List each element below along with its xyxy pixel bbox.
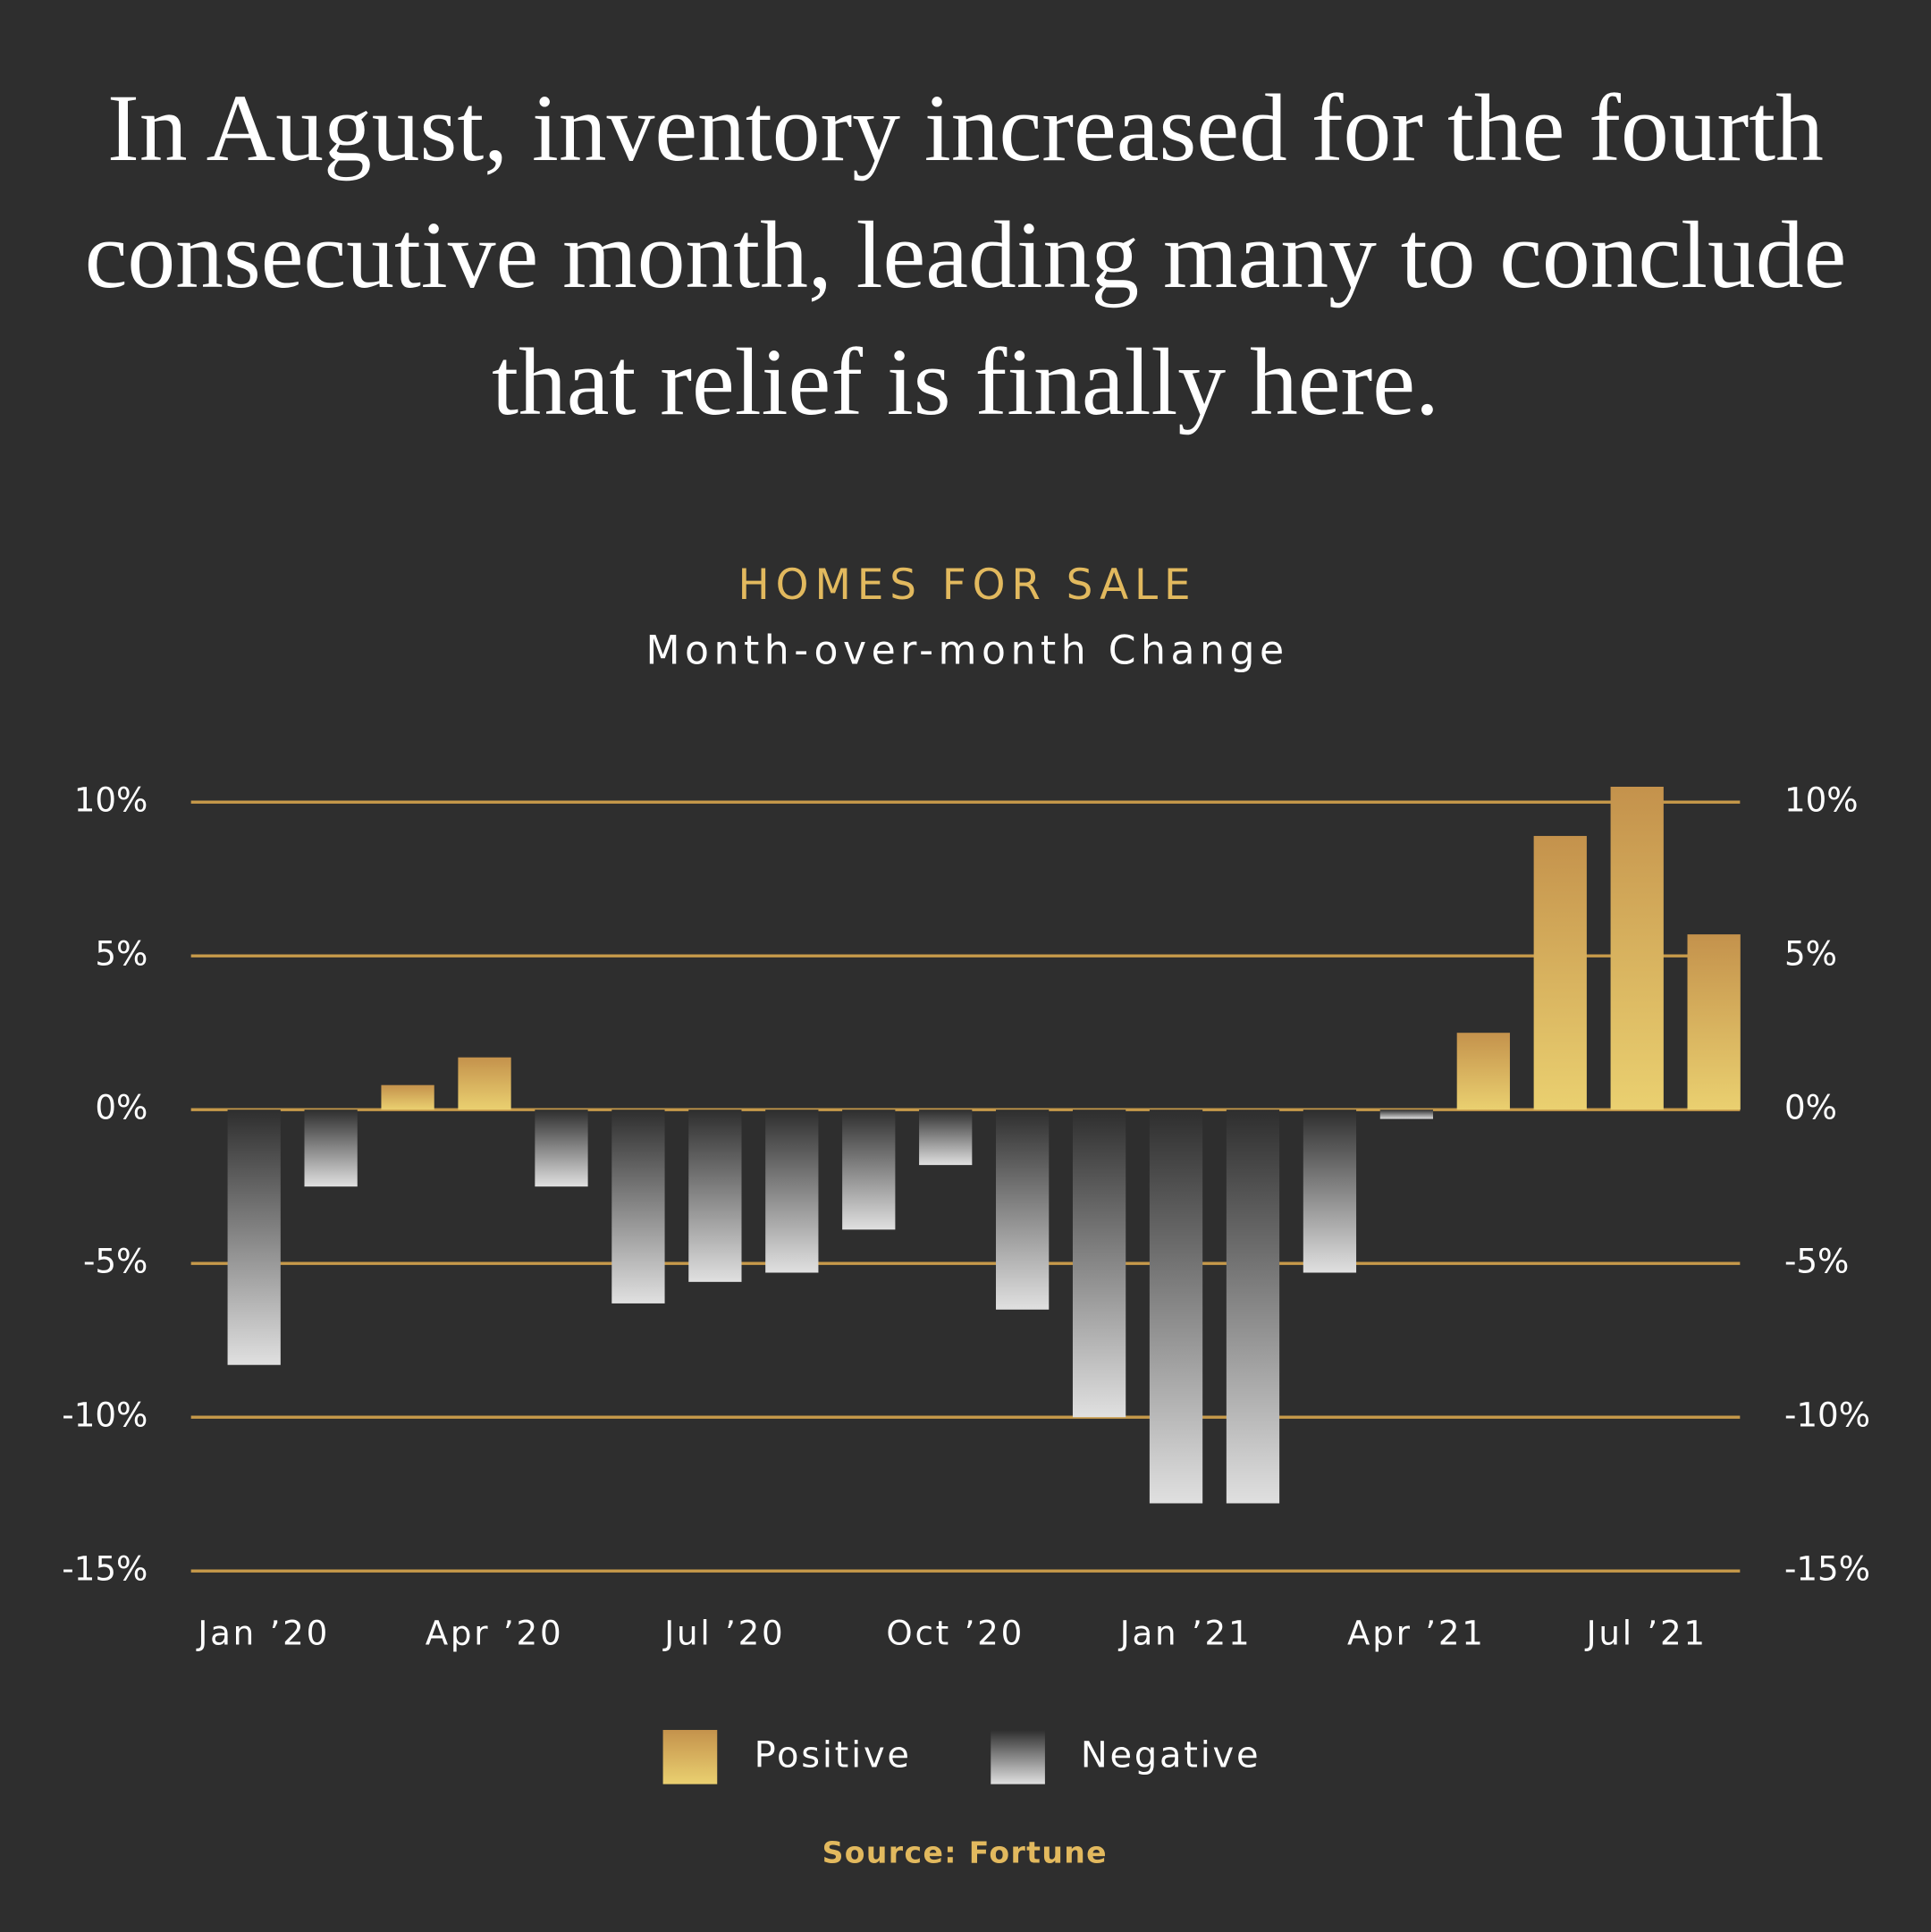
y2-tick-label: 0% (1784, 1088, 1837, 1127)
bar (842, 1109, 896, 1230)
x-tick-label: Jan ’20 (196, 1613, 330, 1652)
chart-title: HOMES FOR SALE (738, 561, 1197, 610)
y-tick-label: 0% (95, 1088, 148, 1127)
x-tick-label: Jul ’21 (1585, 1613, 1708, 1652)
bar (227, 1109, 281, 1365)
x-tick-label: Jul ’20 (662, 1613, 785, 1652)
legend-swatch (991, 1729, 1045, 1784)
bar (765, 1109, 819, 1273)
bar (1456, 1033, 1510, 1110)
y2-tick-label: 10% (1784, 780, 1859, 820)
bar (1149, 1109, 1203, 1504)
bar (381, 1084, 434, 1110)
source: Source: Fortune (822, 1835, 1108, 1870)
y2-tick-label: 5% (1784, 934, 1837, 974)
bar (1303, 1109, 1357, 1273)
bar (1072, 1109, 1126, 1418)
y-tick-label: 10% (74, 780, 148, 820)
bar (1533, 836, 1587, 1110)
bar (535, 1109, 588, 1187)
bar (919, 1109, 973, 1166)
bar (1610, 787, 1664, 1110)
bar (1226, 1109, 1280, 1504)
x-tick-label: Oct ’20 (886, 1613, 1025, 1652)
legend-label: Negative (1081, 1734, 1261, 1776)
y-tick-label: -5% (83, 1242, 148, 1281)
y-tick-label: -10% (62, 1396, 148, 1435)
x-tick-label: Jan ’21 (1118, 1613, 1252, 1652)
bar (1687, 934, 1741, 1110)
bar (611, 1109, 665, 1303)
y2-tick-label: -5% (1784, 1242, 1849, 1281)
headline: In August, inventory increased for the f… (84, 73, 1847, 435)
y2-tick-label: -15% (1784, 1549, 1870, 1589)
x-tick-label: Apr ’20 (426, 1613, 564, 1652)
bar (996, 1109, 1050, 1310)
y2-tick-label: -10% (1784, 1396, 1870, 1435)
x-tick-label: Apr ’21 (1347, 1613, 1486, 1652)
y-tick-label: 5% (95, 934, 148, 974)
bar (304, 1109, 358, 1187)
bar (688, 1109, 742, 1282)
legend-swatch (662, 1729, 718, 1784)
y-tick-label: -15% (62, 1549, 148, 1589)
legend-label: Positive (755, 1734, 912, 1776)
chart-subtitle: Month-over-month Change (645, 628, 1288, 673)
bar (458, 1057, 511, 1110)
bar (1379, 1109, 1434, 1119)
